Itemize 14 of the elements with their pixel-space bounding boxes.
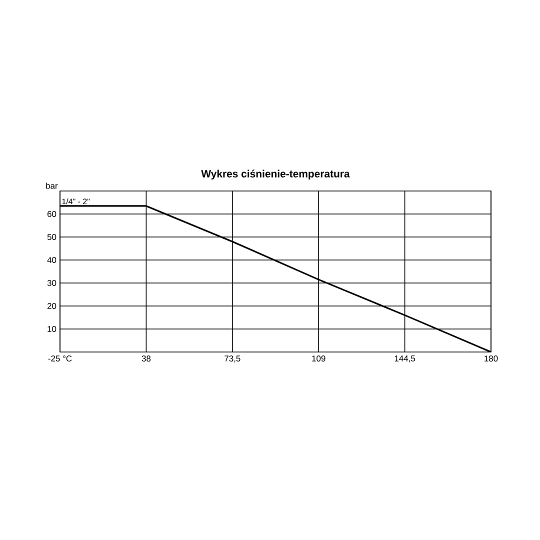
x-tick-label: -25 °C	[48, 356, 72, 362]
y-tick-label: 50	[47, 234, 56, 240]
x-tick-label: 73,5	[224, 356, 240, 363]
x-tick-label: 109	[312, 356, 326, 362]
y-tick-label: 40	[47, 257, 56, 263]
y-tick-label: 10	[48, 326, 56, 332]
chart-title: Wykres ciśnienie-temperatura	[201, 170, 350, 180]
y-tick-label: 20	[47, 303, 56, 309]
x-tick-label: 38	[142, 356, 151, 362]
x-tick-label: 180	[484, 356, 498, 362]
x-tick-label: 144,5	[394, 356, 416, 362]
y-tick-label: 30	[47, 280, 56, 286]
y-axis-title: bar	[46, 182, 58, 189]
y-tick-label: 60	[48, 211, 56, 217]
